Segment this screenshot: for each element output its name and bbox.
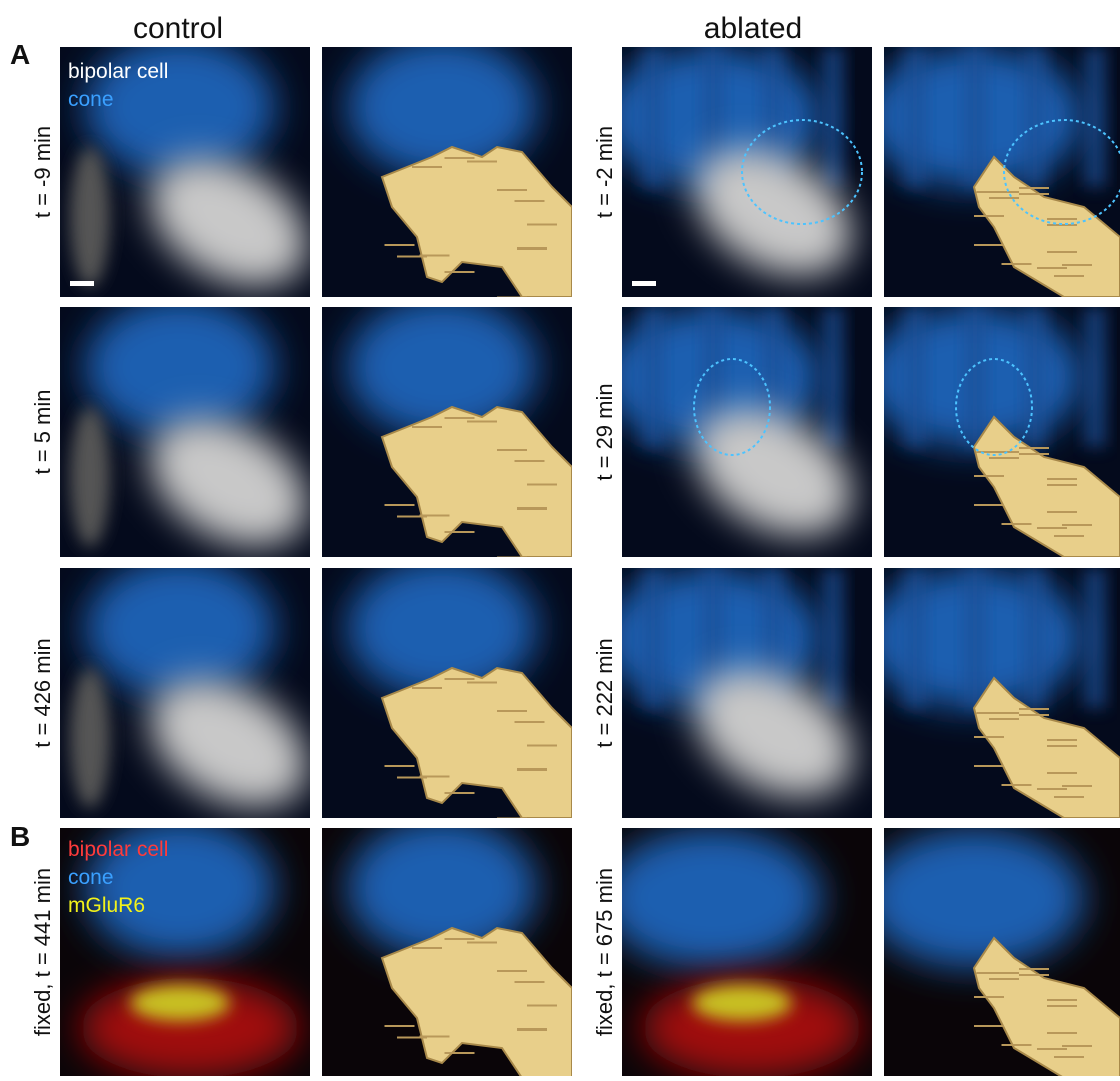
cone-streak: [642, 568, 664, 708]
cone-streak: [1084, 307, 1106, 447]
column-header: control: [133, 12, 223, 45]
cone-signal: [602, 828, 822, 968]
cone-signal: [85, 558, 275, 698]
cone-streak: [1024, 568, 1046, 708]
image-panel: [60, 297, 330, 572]
bipolar-signal: [70, 407, 110, 547]
cone-streak: [904, 47, 926, 187]
row-label: t = -2 min: [592, 126, 617, 218]
image-panel: [602, 828, 872, 1076]
cone-signal: [85, 297, 275, 437]
scale-bar: [70, 281, 94, 286]
legend-entry: cone: [68, 866, 114, 889]
image-panel: [322, 558, 572, 835]
image-panel: [60, 558, 330, 833]
image-panel: [864, 828, 1120, 1076]
panel-letter: B: [10, 821, 30, 852]
mglur6-signal: [692, 985, 792, 1021]
cone-streak: [642, 307, 664, 447]
row-label: t = 222 min: [592, 638, 617, 747]
image-panels: [60, 37, 1120, 1076]
mglur6-signal: [130, 985, 230, 1021]
row-label: t = -9 min: [30, 126, 55, 218]
image-panel: [602, 47, 874, 302]
image-panel: [864, 568, 1120, 818]
cone-streak: [1024, 307, 1046, 447]
cone-streak: [642, 47, 664, 187]
image-panel: [864, 307, 1120, 557]
cone-streak: [1084, 568, 1106, 708]
image-panel: [322, 37, 572, 314]
panel-letter: A: [10, 39, 30, 70]
legend-entry: mGluR6: [68, 894, 145, 917]
scale-bar: [632, 281, 656, 286]
cone-streak: [904, 568, 926, 708]
cone-streak: [964, 307, 986, 447]
legend-entry: cone: [68, 88, 114, 111]
bipolar-signal: [70, 147, 110, 287]
column-header: ablated: [704, 12, 802, 45]
figure: control ablated A B bipolar cell cone bi…: [0, 0, 1120, 1076]
cone-streak: [964, 47, 986, 187]
image-panel: [322, 297, 572, 574]
cone-streak: [822, 568, 844, 708]
legend-entry: bipolar cell: [68, 838, 168, 861]
row-label: fixed, t = 441 min: [30, 868, 55, 1036]
cone-streak: [1084, 47, 1106, 187]
image-panel: [602, 307, 874, 562]
image-panel: [864, 47, 1120, 297]
row-label: t = 5 min: [30, 390, 55, 475]
image-panel: [322, 818, 572, 1076]
legend-entry: bipolar cell: [68, 60, 168, 83]
cone-streak: [822, 47, 844, 187]
cone-streak: [904, 307, 926, 447]
cone-streak: [1024, 47, 1046, 187]
row-label: t = 29 min: [592, 383, 617, 480]
row-label: t = 426 min: [30, 638, 55, 747]
cone-streak: [964, 568, 986, 708]
row-label: fixed, t = 675 min: [592, 868, 617, 1036]
cone-streak: [822, 307, 844, 447]
image-panel: [602, 568, 874, 823]
bipolar-signal: [70, 668, 110, 808]
cone-signal: [864, 828, 1084, 968]
